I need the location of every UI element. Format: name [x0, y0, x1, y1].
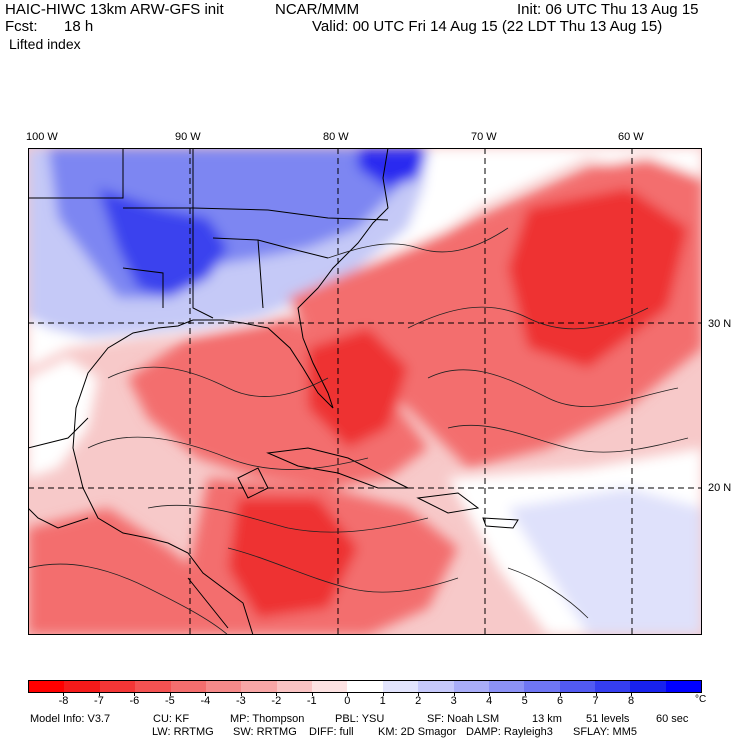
color-scale-cell	[312, 681, 348, 692]
color-scale-cell	[241, 681, 277, 692]
color-scale-tick-mark	[453, 692, 455, 696]
model-info-item: PBL: YSU	[335, 713, 385, 725]
model-info-item: DIFF: full	[309, 726, 354, 738]
color-scale-tick-label: 3	[450, 695, 457, 707]
color-scale-tick-mark	[560, 692, 562, 696]
model-info-item: SW: RRTMG	[233, 726, 297, 738]
color-scale-tick-mark	[311, 692, 313, 696]
color-scale-tick-mark	[595, 692, 597, 696]
color-scale-tick-mark	[276, 692, 278, 696]
color-scale-cell	[488, 681, 525, 692]
lat-label-30n: 30 N	[708, 318, 732, 330]
color-scale-tick-label: 5	[521, 695, 528, 707]
model-info-item: Model Info: V3.7	[30, 713, 111, 725]
model-info-item: 13 km	[532, 713, 562, 725]
color-scale-cell	[64, 681, 100, 692]
color-scale	[28, 680, 702, 693]
color-scale-tick-label: 7	[592, 695, 599, 707]
model-info-item: CU: KF	[153, 713, 190, 725]
lat-label-20n: 20 N	[708, 482, 732, 494]
color-scale-cell	[524, 681, 560, 692]
color-scale-cell	[205, 681, 242, 692]
color-scale-tick-label: -1	[306, 695, 317, 707]
color-scale-tick-mark	[63, 692, 65, 696]
color-scale-cell	[276, 681, 312, 692]
color-scale-tick-mark	[240, 692, 242, 696]
color-scale-cell	[453, 681, 489, 692]
color-scale-cell	[99, 681, 136, 692]
color-scale-cell	[630, 681, 666, 692]
lon-label-80w: 80 W	[323, 131, 349, 143]
color-scale-tick-label: -7	[94, 695, 104, 707]
model-info-item: 60 sec	[656, 713, 689, 725]
color-scale-tick-label: 4	[486, 695, 493, 707]
lifted-index-map	[28, 148, 702, 635]
color-scale-cell	[170, 681, 206, 692]
color-scale-tick-mark	[205, 692, 207, 696]
color-scale-tick-mark	[169, 692, 171, 696]
color-scale-tick-label: 1	[379, 695, 386, 707]
color-scale-tick-label: -8	[58, 695, 69, 707]
map-canvas	[28, 148, 702, 635]
init-time: Init: 06 UTC Thu 13 Aug 15	[517, 1, 699, 18]
color-scale-tick-mark	[134, 692, 136, 696]
color-scale-cell	[559, 681, 595, 692]
lon-label-60w: 60 W	[618, 131, 644, 143]
color-scale-tick-label: -4	[200, 695, 211, 707]
model-info-item: MP: Thompson	[230, 713, 305, 725]
lon-label-90w: 90 W	[175, 131, 201, 143]
color-scale-cell	[29, 681, 65, 692]
color-scale-tick-mark	[98, 692, 100, 696]
model-title: HAIC-HIWC 13km ARW-GFS init	[5, 1, 224, 18]
organization-label: NCAR/MMM	[275, 1, 360, 18]
model-info-item: SF: Noah LSM	[427, 713, 500, 725]
lon-label-100w: 100 W	[26, 131, 58, 143]
color-scale-tick-mark	[347, 692, 349, 696]
color-scale-cell	[418, 681, 454, 692]
color-scale-tick-mark	[524, 692, 526, 696]
color-scale-cell	[595, 681, 631, 692]
field-name: Lifted index	[9, 36, 81, 52]
model-info-item: SFLAY: MM5	[573, 726, 637, 738]
color-scale-tick-label: 2	[415, 695, 422, 707]
color-scale-cell	[347, 681, 383, 692]
color-scale-cell	[382, 681, 419, 692]
color-scale-tick-mark	[489, 692, 491, 696]
forecast-label: Fcst:	[5, 18, 38, 35]
model-info-item: DAMP: Rayleigh3	[466, 726, 553, 738]
color-scale-tick-label: -2	[271, 695, 282, 707]
valid-time: Valid: 00 UTC Fri 14 Aug 15 (22 LDT Thu …	[312, 18, 663, 35]
unit-label: °C	[695, 694, 707, 705]
color-scale-tick-mark	[418, 692, 420, 696]
color-scale-tick-label: 0	[344, 695, 351, 707]
graticule	[28, 148, 702, 635]
color-scale-tick-label: -5	[165, 695, 175, 707]
map-frame	[28, 148, 702, 635]
color-scale-tick-label: -3	[235, 695, 246, 707]
field-shading	[28, 148, 702, 635]
color-scale-cell	[135, 681, 171, 692]
forecast-hour: 18 h	[64, 18, 94, 35]
contours	[28, 227, 689, 635]
color-scale-tick-label: 8	[627, 695, 635, 707]
color-scale-tick-label: -6	[129, 695, 140, 707]
color-scale-tick-mark	[382, 692, 384, 696]
model-info-item: KM: 2D Smagor	[378, 726, 457, 738]
lon-label-70w: 70 W	[471, 131, 497, 143]
model-info-item: LW: RRTMG	[152, 726, 214, 738]
model-info-item: 51 levels	[586, 713, 630, 725]
color-scale-tick-label: 6	[557, 695, 564, 707]
color-scale-cell	[665, 681, 702, 692]
color-scale-tick-mark	[631, 692, 633, 696]
